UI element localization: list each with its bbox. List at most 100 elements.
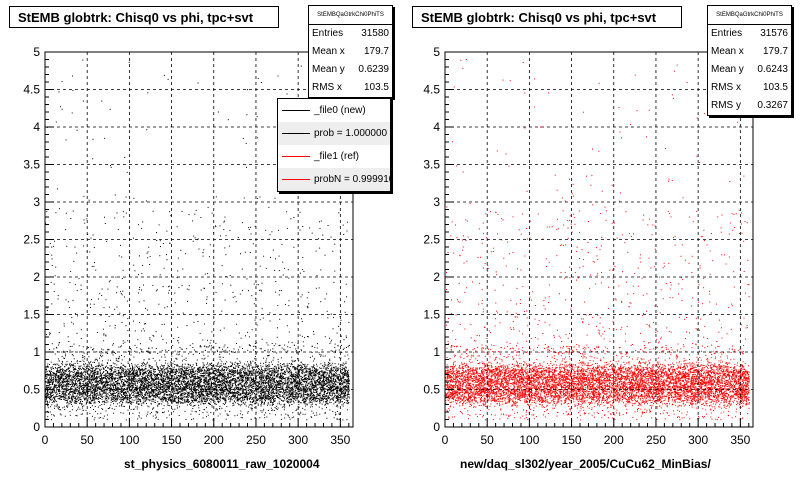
scatter-point bbox=[234, 389, 236, 391]
scatter-point bbox=[222, 398, 224, 400]
scatter-point bbox=[297, 343, 299, 344]
scatter-point bbox=[324, 412, 326, 414]
scatter-point bbox=[67, 369, 69, 370]
scatter-point bbox=[155, 393, 157, 395]
scatter-point bbox=[256, 390, 258, 392]
scatter-point bbox=[159, 398, 161, 400]
scatter-point bbox=[247, 388, 249, 390]
scatter-point bbox=[329, 401, 331, 403]
scatter-point bbox=[156, 411, 158, 413]
scatter-point bbox=[173, 401, 175, 403]
scatter-point bbox=[301, 379, 303, 381]
scatter-point bbox=[183, 386, 185, 388]
scatter-point bbox=[151, 399, 153, 401]
scatter-point bbox=[132, 371, 133, 373]
scatter-point bbox=[132, 372, 134, 374]
scatter-point bbox=[158, 388, 159, 390]
scatter-point bbox=[224, 374, 226, 376]
scatter-point bbox=[294, 378, 295, 380]
scatter-point bbox=[245, 378, 246, 380]
scatter-point bbox=[99, 293, 101, 295]
scatter-point bbox=[198, 413, 200, 415]
scatter-point bbox=[317, 375, 319, 377]
scatter-point bbox=[211, 398, 213, 400]
scatter-point bbox=[272, 391, 274, 393]
scatter-point bbox=[149, 371, 151, 373]
scatter-point bbox=[106, 381, 108, 383]
scatter-point bbox=[56, 370, 58, 372]
scatter-point bbox=[314, 399, 316, 401]
scatter-point bbox=[322, 234, 324, 236]
scatter-point bbox=[184, 363, 186, 365]
scatter-point bbox=[308, 385, 310, 387]
scatter-point bbox=[176, 370, 178, 372]
scatter-point bbox=[312, 355, 314, 357]
scatter-point bbox=[170, 368, 172, 370]
scatter-point bbox=[156, 362, 158, 364]
scatter-point bbox=[199, 379, 201, 381]
scatter-point bbox=[219, 346, 221, 348]
scatter-point bbox=[244, 385, 246, 387]
scatter-point bbox=[69, 411, 71, 412]
scatter-point bbox=[326, 380, 327, 382]
scatter-point bbox=[117, 391, 119, 393]
scatter-point bbox=[117, 395, 119, 397]
scatter-point bbox=[144, 392, 146, 394]
scatter-point bbox=[155, 375, 157, 377]
scatter-point bbox=[109, 367, 111, 369]
scatter-point bbox=[227, 119, 229, 121]
scatter-point bbox=[274, 398, 276, 400]
scatter-point bbox=[111, 373, 113, 375]
scatter-point bbox=[92, 378, 94, 379]
scatter-point bbox=[289, 370, 291, 372]
scatter-point bbox=[109, 372, 111, 374]
scatter-point bbox=[116, 383, 118, 385]
scatter-point bbox=[175, 401, 177, 403]
scatter-point bbox=[99, 405, 101, 407]
scatter-point bbox=[181, 380, 183, 382]
scatter-point bbox=[330, 389, 332, 391]
scatter-point bbox=[56, 393, 58, 395]
scatter-point bbox=[320, 393, 322, 395]
scatter-point bbox=[341, 383, 343, 385]
scatter-point bbox=[90, 392, 92, 394]
scatter-point bbox=[293, 376, 295, 378]
scatter-point bbox=[312, 396, 314, 398]
scatter-point bbox=[136, 373, 138, 374]
scatter-point bbox=[172, 383, 174, 385]
scatter-point bbox=[157, 396, 159, 398]
scatter-point bbox=[319, 400, 321, 402]
scatter-point bbox=[206, 411, 208, 413]
scatter-point bbox=[272, 377, 274, 379]
scatter-point bbox=[189, 383, 191, 385]
scatter-point bbox=[47, 389, 48, 391]
scatter-point bbox=[241, 393, 243, 395]
scatter-point bbox=[200, 391, 202, 393]
scatter-point bbox=[122, 412, 124, 414]
scatter-point bbox=[286, 397, 288, 399]
scatter-point bbox=[230, 399, 232, 401]
scatter-point bbox=[67, 401, 69, 403]
scatter-point bbox=[280, 366, 282, 368]
scatter-point bbox=[270, 385, 272, 387]
scatter-point bbox=[310, 391, 312, 393]
scatter-point bbox=[301, 379, 303, 380]
scatter-point bbox=[159, 396, 161, 398]
scatter-point bbox=[326, 373, 328, 375]
scatter-point bbox=[295, 398, 297, 400]
scatter-point bbox=[75, 374, 77, 375]
scatter-point bbox=[129, 387, 131, 389]
scatter-point bbox=[236, 400, 238, 402]
scatter-point bbox=[306, 395, 308, 396]
scatter-point bbox=[276, 374, 278, 376]
scatter-point bbox=[241, 400, 242, 402]
scatter-point bbox=[327, 362, 329, 363]
scatter-point bbox=[212, 359, 214, 361]
scatter-point bbox=[51, 395, 53, 397]
scatter-point bbox=[83, 405, 85, 407]
scatter-point bbox=[90, 403, 92, 405]
scatter-point bbox=[88, 374, 90, 376]
scatter-point bbox=[305, 383, 307, 385]
scatter-point bbox=[188, 374, 190, 376]
scatter-point bbox=[54, 384, 56, 386]
